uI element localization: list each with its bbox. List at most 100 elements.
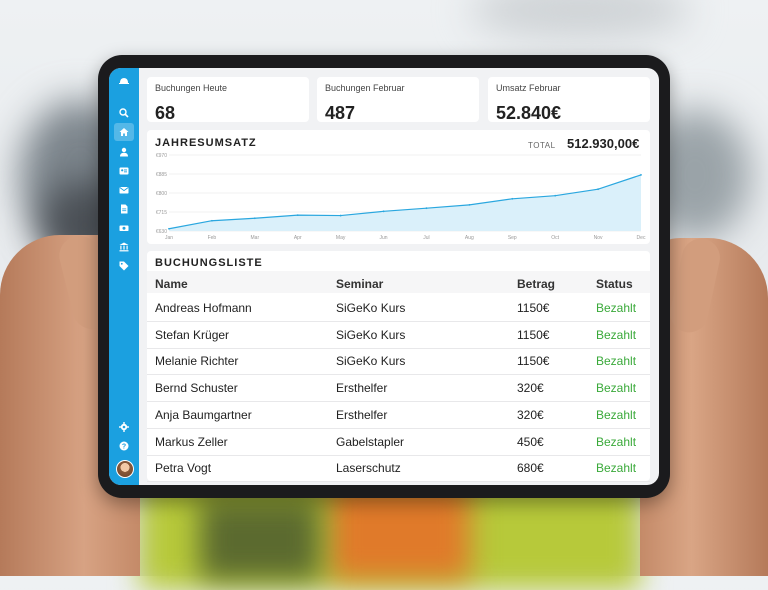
cell-name: Stefan Krüger xyxy=(155,327,230,342)
stat-label: Umsatz Februar xyxy=(496,83,561,93)
document-icon[interactable] xyxy=(117,202,131,216)
data-point xyxy=(597,188,599,191)
data-point xyxy=(211,219,213,222)
stat-value: 487 xyxy=(325,103,356,123)
table-row[interactable]: Anja Baumgartner Ersthelfer 320€ Bezahlt xyxy=(147,401,650,429)
mail-icon[interactable] xyxy=(117,183,131,197)
x-tick-label: Jul xyxy=(423,235,429,241)
cell-status: Bezahlt xyxy=(596,354,637,369)
svg-text:?: ? xyxy=(122,444,126,451)
cell-name: Markus Zeller xyxy=(155,434,228,449)
x-tick-label: Aug xyxy=(465,235,474,241)
stat-value: 68 xyxy=(155,103,176,123)
chart-title: JAHRESUMSATZ xyxy=(155,137,257,149)
data-point xyxy=(554,194,557,197)
avatar[interactable] xyxy=(116,460,134,478)
cell-status: Bezahlt xyxy=(596,407,637,422)
table-row[interactable]: Melanie Richter SiGeKo Kurs 1150€ Bezahlt xyxy=(147,347,650,376)
sidebar: ? xyxy=(109,68,139,485)
cell-seminar: Ersthelfer xyxy=(336,407,388,422)
bank-icon[interactable] xyxy=(117,240,131,254)
tablet-device: ? Buchungen Heute 68 Buchungen Februar 4… xyxy=(98,55,670,498)
data-point xyxy=(468,203,471,206)
cell-amount: 1150€ xyxy=(517,327,550,342)
stat-label: Buchungen Heute xyxy=(155,83,228,93)
cell-status: Bezahlt xyxy=(596,301,637,315)
data-point xyxy=(253,217,256,220)
cell-amount: 320€ xyxy=(517,381,544,396)
stat-card-revenue-february: Umsatz Februar 52.840€ xyxy=(488,77,650,123)
x-tick-label: Sep xyxy=(508,235,517,241)
x-tick-label: Nov xyxy=(594,235,603,241)
table-header xyxy=(147,271,650,293)
chart-series-line xyxy=(168,174,642,230)
booking-list-card: BUCHUNGSLISTE Name Seminar Betrag Status… xyxy=(147,251,650,483)
cell-seminar: SiGeKo Kurs xyxy=(336,301,406,315)
y-tick-label: €715 xyxy=(156,210,167,216)
table-row[interactable]: Markus Zeller Gabelstapler 450€ Bezahlt xyxy=(147,428,650,456)
logo-icon[interactable] xyxy=(117,74,131,88)
settings-icon[interactable] xyxy=(117,420,131,434)
total-value: 512.930,00€ xyxy=(567,136,640,151)
table-row[interactable]: Bernd Schuster Ersthelfer 320€ Bezahlt xyxy=(147,374,650,403)
x-tick-label: Jun xyxy=(380,235,388,241)
search-icon[interactable] xyxy=(117,106,131,120)
tag-icon[interactable] xyxy=(117,259,131,273)
x-tick-label: Oct xyxy=(551,235,559,241)
cell-amount: 1150€ xyxy=(517,354,550,369)
home-icon[interactable] xyxy=(117,125,131,139)
cell-seminar: Ersthelfer xyxy=(336,381,388,396)
data-point xyxy=(511,197,514,200)
y-tick-label: €630 xyxy=(156,229,167,235)
cell-status: Bezahlt xyxy=(596,461,637,476)
table-row[interactable]: Petra Vogt Laserschutz 680€ Bezahlt xyxy=(147,454,650,483)
data-point xyxy=(168,227,170,230)
table-row[interactable]: Stefan Krüger SiGeKo Kurs 1150€ Bezahlt xyxy=(147,321,650,349)
stat-card-bookings-today: Buchungen Heute 68 xyxy=(147,77,309,123)
x-tick-label: Dec xyxy=(637,235,646,241)
cell-seminar: Laserschutz xyxy=(336,461,401,476)
cell-name: Bernd Schuster xyxy=(155,381,238,396)
stat-value: 52.840€ xyxy=(496,103,562,123)
chart-area xyxy=(169,174,641,231)
column-header-status[interactable]: Status xyxy=(596,277,633,291)
cell-amount: 680€ xyxy=(517,461,544,476)
data-point xyxy=(339,214,342,217)
cell-seminar: SiGeKo Kurs xyxy=(336,354,406,369)
x-tick-label: May xyxy=(336,235,346,241)
cell-name: Anja Baumgartner xyxy=(155,407,252,422)
y-tick-label: €970 xyxy=(156,153,167,159)
column-header-amount[interactable]: Betrag xyxy=(517,277,556,291)
table-row[interactable]: Andreas Hofmann SiGeKo Kurs 1150€ Bezahlt xyxy=(147,294,650,322)
x-tick-label: Jan xyxy=(165,235,173,241)
y-tick-label: €885 xyxy=(156,172,167,178)
payment-icon[interactable] xyxy=(117,221,131,235)
data-point xyxy=(296,214,299,217)
cell-name: Petra Vogt xyxy=(155,461,212,476)
cell-status: Bezahlt xyxy=(596,327,637,342)
y-tick-label: €800 xyxy=(156,191,167,197)
x-tick-label: Feb xyxy=(208,235,217,241)
cell-seminar: Gabelstapler xyxy=(336,434,405,449)
x-tick-label: Apr xyxy=(294,235,302,241)
cell-name: Andreas Hofmann xyxy=(155,301,252,315)
column-header-name[interactable]: Name xyxy=(155,277,188,291)
x-tick-label: Mar xyxy=(251,235,260,241)
stat-label: Buchungen Februar xyxy=(325,83,405,93)
user-icon[interactable] xyxy=(117,145,131,159)
cell-name: Melanie Richter xyxy=(155,354,239,369)
column-header-seminar[interactable]: Seminar xyxy=(336,277,384,291)
cell-status: Bezahlt xyxy=(596,381,637,396)
contact-card-icon[interactable] xyxy=(117,164,131,178)
cell-seminar: SiGeKo Kurs xyxy=(336,327,406,342)
stat-card-bookings-february: Buchungen Februar 487 xyxy=(317,77,479,123)
cell-amount: 450€ xyxy=(517,434,544,449)
cell-status: Bezahlt xyxy=(596,434,637,449)
cell-amount: 1150€ xyxy=(517,301,550,315)
annual-revenue-card: €970 €885 €800 €715 €630 Jan Feb Mar Apr May Jun Ju… xyxy=(147,130,650,244)
data-point xyxy=(640,173,642,176)
total-label: TOTAL xyxy=(528,141,556,150)
help-icon[interactable]: ? xyxy=(117,439,131,453)
dashboard-screen: ? Buchungen Heute 68 Buchungen Februar 4… xyxy=(109,68,659,485)
